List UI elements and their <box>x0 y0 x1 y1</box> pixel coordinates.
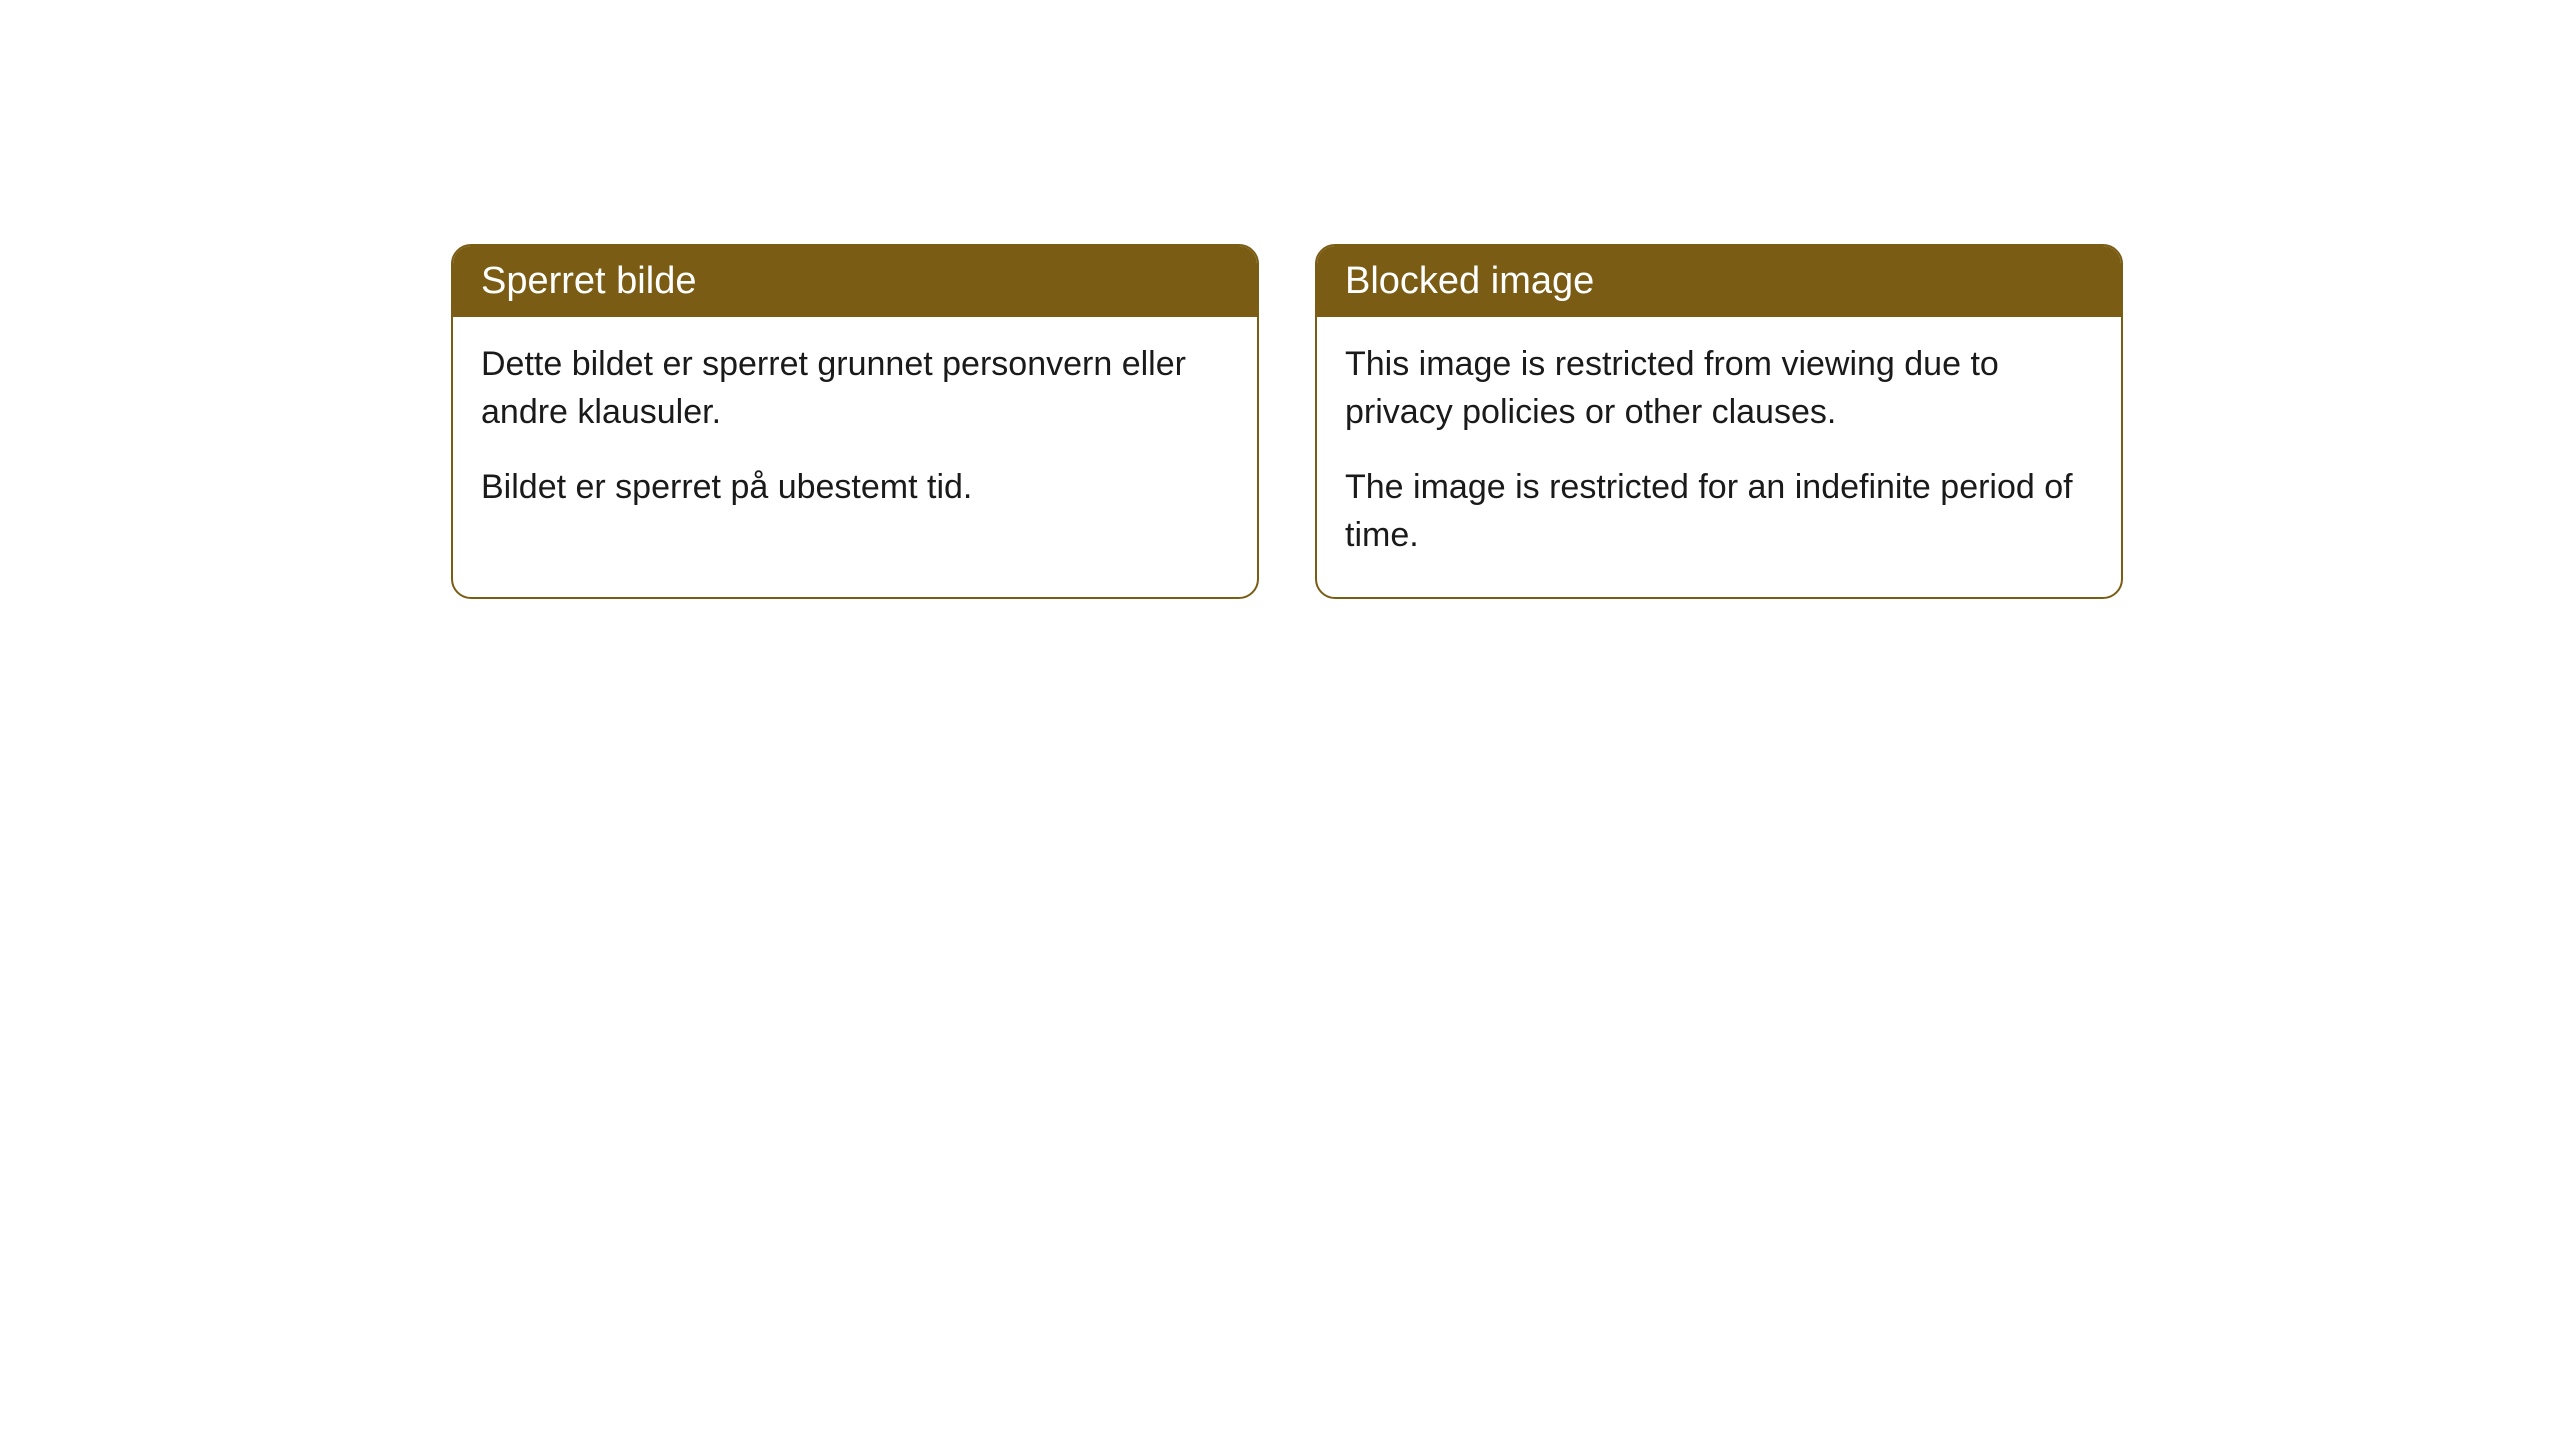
card-body-english: This image is restricted from viewing du… <box>1317 317 2121 597</box>
card-text-english-2: The image is restricted for an indefinit… <box>1345 464 2093 559</box>
blocked-image-card-norwegian: Sperret bilde Dette bildet er sperret gr… <box>451 244 1259 599</box>
card-text-english-1: This image is restricted from viewing du… <box>1345 341 2093 436</box>
blocked-image-card-english: Blocked image This image is restricted f… <box>1315 244 2123 599</box>
card-title-english: Blocked image <box>1317 246 2121 317</box>
card-body-norwegian: Dette bildet er sperret grunnet personve… <box>453 317 1257 550</box>
card-text-norwegian-2: Bildet er sperret på ubestemt tid. <box>481 464 1229 512</box>
card-text-norwegian-1: Dette bildet er sperret grunnet personve… <box>481 341 1229 436</box>
card-title-norwegian: Sperret bilde <box>453 246 1257 317</box>
info-cards-container: Sperret bilde Dette bildet er sperret gr… <box>0 0 2560 599</box>
